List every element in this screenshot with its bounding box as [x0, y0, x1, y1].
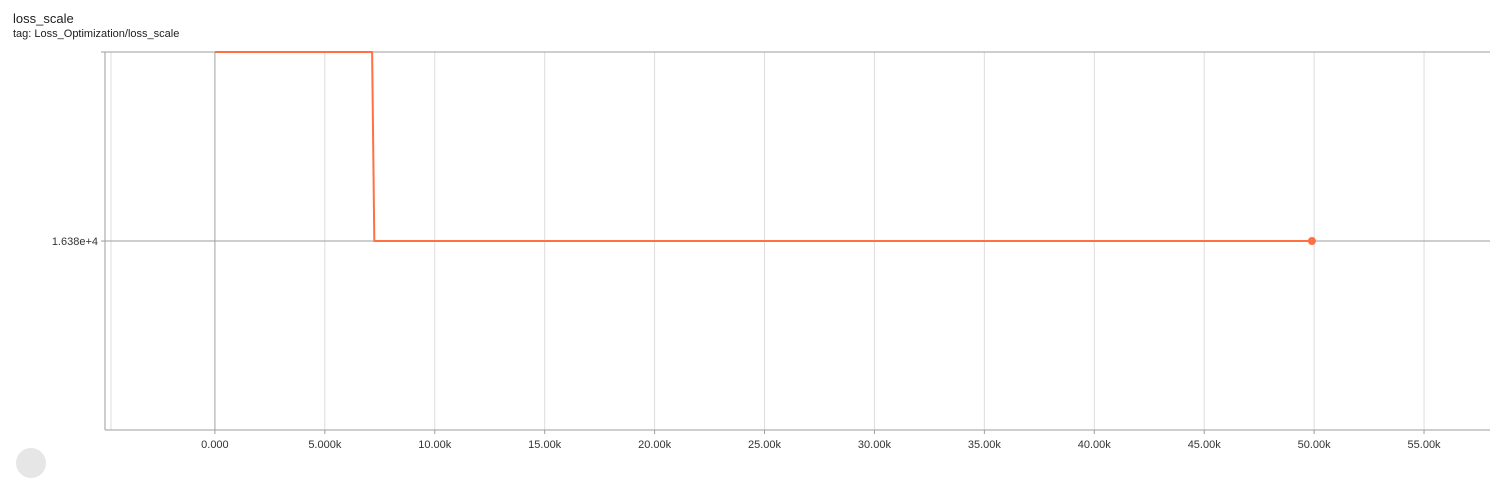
x-tick-label: 45.00k: [1188, 439, 1222, 451]
card-header: loss_scale tag: Loss_Optimization/loss_s…: [13, 10, 179, 41]
x-tick-label: 0.000: [201, 439, 229, 451]
x-tick-label: 25.00k: [748, 439, 782, 451]
chart-plot[interactable]: 0.000 5.000k 10.00k 15.00k 20.00k 25.00k 30.00…: [0, 0, 1492, 456]
x-tick-label: 55.00k: [1408, 439, 1442, 451]
x-tick-label: 10.00k: [418, 439, 452, 451]
x-tick-label: 40.00k: [1078, 439, 1112, 451]
chart-tag: tag: Loss_Optimization/loss_scale: [13, 28, 180, 40]
x-tick-label: 20.00k: [638, 439, 672, 451]
x-tick-label: 35.00k: [968, 439, 1002, 451]
x-tick-label: 30.00k: [858, 439, 892, 451]
last-data-point[interactable]: [1307, 237, 1316, 245]
series-line: [214, 51, 1312, 242]
x-tick-label: 15.00k: [528, 439, 562, 451]
x-tick-label: 5.000k: [308, 439, 342, 451]
chart-title: loss_scale: [13, 11, 74, 26]
y-tick-label: 1.638e+4: [52, 236, 98, 248]
corner-action-button[interactable]: [16, 448, 46, 478]
x-tick-label: 50.00k: [1298, 439, 1332, 451]
